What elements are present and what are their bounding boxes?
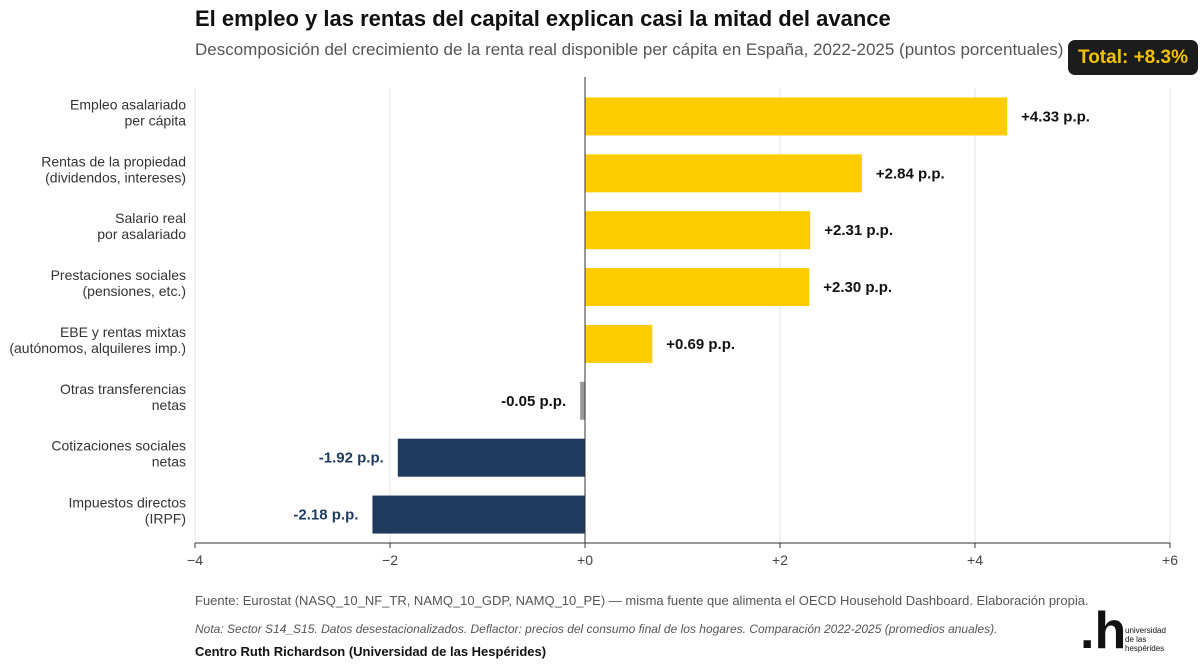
logo-line: hespérides bbox=[1125, 644, 1165, 653]
category-label: (dividendos, intereses) bbox=[45, 169, 186, 185]
category-label: Otras transferencias bbox=[60, 381, 186, 397]
x-tick-label: +2 bbox=[772, 552, 788, 568]
category-label: per cápita bbox=[125, 112, 187, 128]
category-label: Prestaciones sociales bbox=[51, 267, 186, 283]
category-label: Impuestos directos bbox=[69, 495, 187, 511]
bar-value-label: +2.30 p.p. bbox=[823, 279, 892, 296]
chart-title: El empleo y las rentas del capital expli… bbox=[195, 6, 891, 31]
x-tick-label: +0 bbox=[577, 552, 593, 568]
category-label: (autónomos, alquileres imp.) bbox=[9, 340, 186, 356]
bar-value-label: +0.69 p.p. bbox=[666, 336, 735, 353]
category-label: EBE y rentas mixtas bbox=[60, 324, 186, 340]
logo-text: universidad de las hespérides bbox=[1125, 626, 1195, 653]
bar bbox=[585, 211, 811, 250]
x-tick-label: −2 bbox=[382, 552, 398, 568]
bar bbox=[585, 154, 862, 193]
category-label: netas bbox=[152, 397, 186, 413]
category-label: Salario real bbox=[115, 210, 186, 226]
method-note: Nota: Sector S14_S15. Datos desestaciona… bbox=[195, 622, 998, 636]
category-label: Empleo asalariado bbox=[70, 96, 186, 112]
category-label: Cotizaciones sociales bbox=[51, 438, 186, 454]
credit-line: Centro Ruth Richardson (Universidad de l… bbox=[195, 644, 547, 659]
x-tick-label: +6 bbox=[1162, 552, 1178, 568]
university-logo: .h universidad de las hespérides bbox=[1080, 602, 1195, 660]
bar-value-label: +2.84 p.p. bbox=[876, 165, 945, 182]
bar bbox=[372, 495, 585, 534]
bar bbox=[585, 268, 810, 307]
bar bbox=[585, 324, 653, 363]
bar bbox=[397, 438, 585, 477]
x-tick-label: −4 bbox=[187, 552, 203, 568]
logo-mark: .h bbox=[1080, 602, 1127, 660]
chart-subtitle: Descomposición del crecimiento de la ren… bbox=[195, 40, 1064, 59]
category-label: Rentas de la propiedad bbox=[41, 153, 186, 169]
category-label: (pensiones, etc.) bbox=[83, 283, 187, 299]
category-label: (IRPF) bbox=[145, 511, 186, 527]
source-note: Fuente: Eurostat (NASQ_10_NF_TR, NAMQ_10… bbox=[195, 593, 1089, 608]
bar-value-label: -2.18 p.p. bbox=[293, 507, 358, 524]
logo-line: universidad bbox=[1125, 626, 1166, 635]
bar-value-label: -0.05 p.p. bbox=[501, 393, 566, 410]
logo-line: de las bbox=[1125, 635, 1147, 644]
category-label: por asalariado bbox=[97, 226, 186, 242]
bar bbox=[585, 97, 1008, 136]
x-tick-label: +4 bbox=[967, 552, 983, 568]
total-badge: Total: +8.3% bbox=[1068, 40, 1198, 75]
bar-value-label: -1.92 p.p. bbox=[319, 450, 384, 467]
bar-value-label: +4.33 p.p. bbox=[1021, 108, 1090, 125]
bar bbox=[580, 381, 585, 420]
bar-value-label: +2.31 p.p. bbox=[824, 222, 893, 239]
category-label: netas bbox=[152, 454, 186, 470]
